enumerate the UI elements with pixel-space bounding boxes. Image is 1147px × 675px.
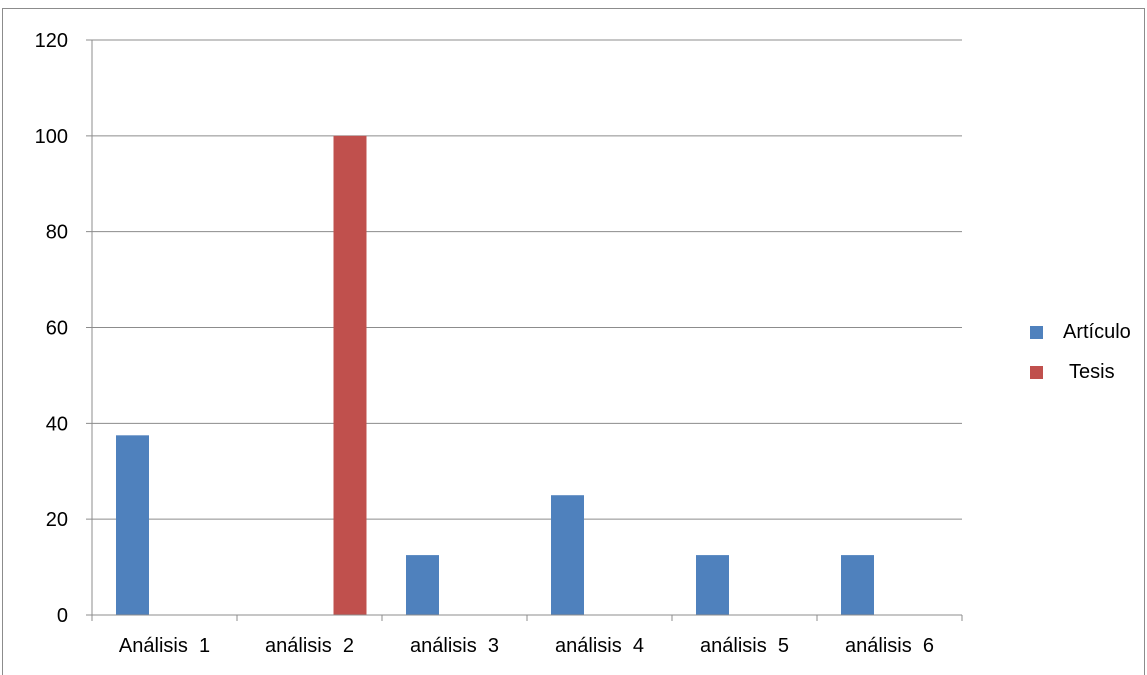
y-tick-label-20: 20 xyxy=(46,509,68,531)
x-tick-labels: Análisis 1 análisis 2 análisis 3 análisis 4… xyxy=(119,635,934,657)
legend-label-articulo: Artículo xyxy=(1063,320,1131,343)
chart-frame xyxy=(2,8,1145,675)
legend-label-tesis: Tesis xyxy=(1069,360,1115,383)
bars xyxy=(116,135,874,616)
legend-item-tesis: Tesis xyxy=(1030,352,1131,392)
bar-artículo-5 xyxy=(696,555,729,615)
x-tick-label-2: análisis 2 xyxy=(265,635,354,657)
x-tick-label-6: análisis 6 xyxy=(845,635,934,657)
y-tick-label-120: 120 xyxy=(35,30,68,52)
y-tick-label-100: 100 xyxy=(35,126,68,148)
bar-tesis-2 xyxy=(333,135,367,616)
bar-artículo-6 xyxy=(841,555,874,615)
x-tick-label-5: análisis 5 xyxy=(700,635,789,657)
legend-swatch-tesis xyxy=(1030,365,1043,379)
y-tick-label-80: 80 xyxy=(46,222,68,244)
bar-artículo-4 xyxy=(551,495,584,615)
bar-artículo-1 xyxy=(116,435,149,615)
y-tick-label-0: 0 xyxy=(57,605,68,627)
legend-swatch-articulo xyxy=(1030,325,1043,339)
y-tick-labels: 0 20 40 60 80 100 120 xyxy=(35,30,68,627)
bar-artículo-3 xyxy=(406,555,439,615)
axes xyxy=(91,40,963,621)
gridlines xyxy=(86,39,962,616)
x-tick-label-3: análisis 3 xyxy=(410,635,499,657)
x-tick-label-4: análisis 4 xyxy=(555,635,644,657)
legend: Artículo Tesis xyxy=(1030,312,1131,392)
legend-item-articulo: Artículo xyxy=(1030,312,1131,352)
x-tick-label-1: Análisis 1 xyxy=(119,635,210,657)
y-tick-label-40: 40 xyxy=(46,413,68,435)
y-tick-label-60: 60 xyxy=(46,318,68,340)
